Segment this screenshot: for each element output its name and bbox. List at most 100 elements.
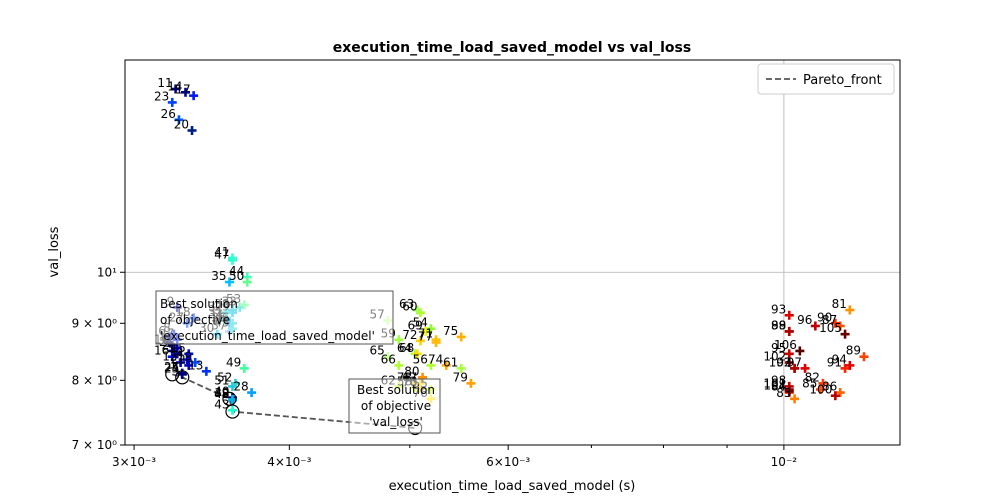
y-tick-label: 9 × 10⁰	[72, 316, 118, 330]
point-label-35: 35	[211, 269, 226, 283]
annotation-best-val-loss: Best solution of objective 'val_loss'	[348, 378, 441, 434]
point-label-95: 95	[771, 341, 786, 355]
point-65	[383, 352, 393, 362]
point-label-101: 101	[763, 376, 786, 390]
point-75	[456, 332, 466, 342]
x-tick-label: 3×10⁻³	[112, 455, 156, 469]
pareto-circle-1	[175, 370, 190, 385]
point-104	[784, 386, 794, 396]
point-12	[176, 357, 186, 367]
point-17	[189, 91, 199, 101]
point-label-85: 85	[802, 376, 817, 390]
point-94	[845, 360, 855, 370]
point-label-23: 23	[154, 89, 169, 103]
point-label-48: 48	[214, 386, 229, 400]
point-96	[810, 321, 820, 331]
point-label-102: 102	[763, 349, 786, 363]
point-label-79: 79	[453, 370, 468, 384]
point-106	[795, 346, 805, 356]
point-label-51: 51	[214, 373, 229, 387]
point-91	[840, 363, 850, 373]
point-label-94: 94	[832, 352, 847, 366]
annotation-line: Best solution	[357, 383, 435, 397]
annotation-line: 'execution_time_load_saved_model'	[160, 329, 375, 343]
y-axis-label: val_loss	[47, 226, 62, 277]
legend-label-pareto-front: Pareto_front	[803, 73, 882, 88]
point-90	[830, 318, 840, 328]
data-points	[164, 84, 869, 415]
point-label-52: 52	[217, 370, 232, 384]
point-83	[790, 394, 800, 404]
point-label-25: 25	[164, 360, 179, 374]
x-tick-label: 6×10⁻³	[486, 455, 530, 469]
point-label-86: 86	[822, 380, 837, 394]
point-77	[431, 337, 441, 347]
legend: Pareto_front	[757, 63, 895, 95]
point-label-68: 68	[399, 341, 414, 355]
point-label-63: 63	[399, 297, 414, 311]
annotation-line: of objective	[160, 313, 230, 327]
point-63	[412, 305, 422, 315]
x-axis-label: execution_time_load_saved_model (s)	[389, 479, 636, 494]
point-16	[167, 352, 177, 362]
point-23	[167, 97, 177, 107]
point-label-65: 65	[369, 344, 384, 358]
point-label-3: 3	[167, 341, 175, 355]
point-95	[784, 349, 794, 359]
point-label-44: 44	[229, 264, 244, 278]
point-label-105: 105	[819, 321, 842, 335]
point-label-28: 28	[233, 380, 248, 394]
point-47	[227, 255, 237, 265]
annotation-line: 'val_loss'	[369, 415, 423, 429]
point-label-24: 24	[164, 361, 179, 375]
point-label-80: 80	[404, 364, 419, 378]
point-label-98: 98	[771, 373, 786, 387]
point-label-11: 11	[157, 76, 172, 90]
point-label-99: 99	[771, 318, 786, 332]
point-87	[835, 321, 845, 331]
pareto-front-line	[172, 373, 416, 429]
point-label-81: 81	[832, 297, 847, 311]
point-label-13: 13	[188, 358, 203, 372]
point-11	[171, 84, 181, 94]
point-label-56: 56	[413, 352, 428, 366]
x-tick-label: 10⁻²	[771, 455, 798, 469]
point-label-83: 83	[776, 386, 791, 400]
point-label-22: 22	[170, 352, 185, 366]
annotation-box	[155, 290, 394, 345]
point-85	[815, 384, 825, 394]
point-54	[426, 324, 436, 334]
point-28	[247, 388, 257, 398]
annotation-line: Best solution	[160, 297, 238, 311]
point-label-20: 20	[174, 118, 189, 132]
point-4	[182, 355, 192, 365]
point-label-14: 14	[167, 79, 182, 93]
point-label-90: 90	[817, 310, 832, 324]
point-74	[441, 360, 451, 370]
point-26	[174, 115, 184, 125]
point-99	[784, 326, 794, 336]
point-56	[426, 360, 436, 370]
point-label-16: 16	[154, 344, 169, 358]
point-15	[184, 349, 194, 359]
point-label-19: 19	[177, 349, 192, 363]
point-label-12: 12	[162, 349, 177, 363]
point-43	[227, 405, 237, 415]
point-14	[181, 87, 191, 97]
point-97	[800, 363, 810, 373]
x-axis: 3×10⁻³ 4×10⁻³ 6×10⁻³ 10⁻²	[112, 445, 797, 469]
point-89	[859, 352, 869, 362]
point-100	[830, 391, 840, 401]
point-102	[784, 357, 794, 367]
point-label-5: 5	[172, 361, 180, 375]
point-19	[190, 357, 200, 367]
point-21	[172, 343, 182, 353]
point-59	[394, 335, 404, 345]
point-35	[224, 277, 234, 287]
point-label-92: 92	[776, 355, 791, 369]
point-label-41: 41	[214, 245, 229, 259]
y-tick-label: 8 × 10⁰	[72, 373, 118, 387]
point-69	[421, 326, 431, 336]
point-label-97: 97	[787, 355, 802, 369]
point-81	[845, 305, 855, 315]
